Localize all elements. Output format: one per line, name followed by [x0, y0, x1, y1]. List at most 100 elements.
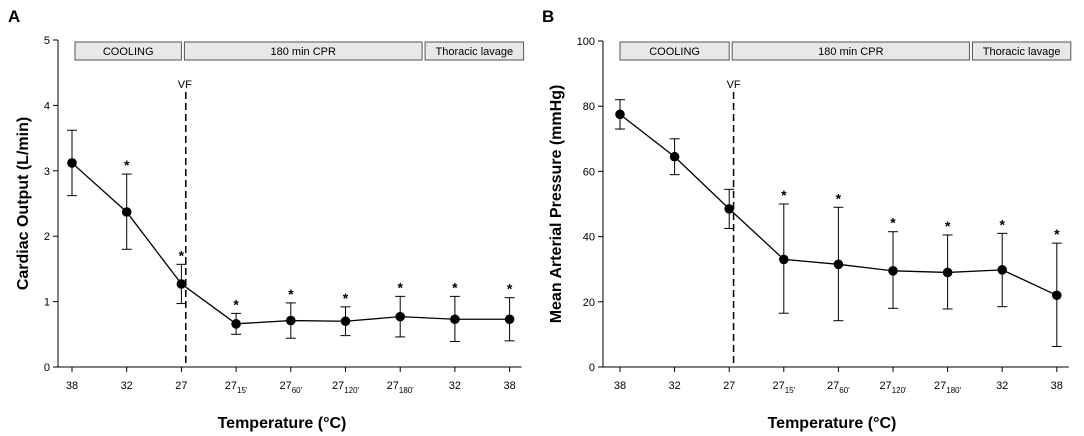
x-tick-base: 32 — [449, 380, 461, 392]
significance-star: * — [233, 296, 239, 312]
x-tick-label: 32 — [449, 380, 461, 392]
x-axis-title: Temperature (°C) — [768, 415, 897, 432]
x-tick-base: 27 — [827, 380, 839, 392]
data-point — [669, 151, 680, 162]
data-point — [67, 158, 77, 168]
x-tick-base: 27 — [279, 380, 291, 392]
y-tick-label: 20 — [583, 297, 595, 309]
x-tick-subscript: 60' — [839, 386, 850, 395]
significance-star: * — [343, 290, 349, 306]
x-tick-base: 27 — [387, 380, 399, 392]
x-tick-base: 32 — [668, 380, 680, 392]
y-tick-label: 80 — [583, 101, 595, 113]
y-tick-label: 4 — [44, 100, 50, 112]
x-tick-base: 27 — [723, 380, 735, 392]
data-point — [231, 319, 241, 329]
significance-star: * — [836, 190, 842, 206]
y-tick-label: 100 — [577, 36, 595, 48]
y-tick-label: 5 — [44, 35, 50, 47]
data-point — [340, 316, 351, 327]
significance-star: * — [890, 215, 896, 231]
data-point — [997, 265, 1007, 275]
x-tick-label: 32 — [121, 380, 133, 392]
phase-box — [74, 41, 182, 61]
data-point — [504, 314, 515, 325]
data-point — [833, 259, 844, 270]
phase-label: COOLING — [649, 46, 700, 58]
x-tick-label: 2715' — [225, 380, 248, 395]
data-point — [176, 279, 187, 289]
x-tick-label: 27 — [723, 380, 735, 392]
phase-label: 180 min CPR — [818, 46, 883, 58]
x-tick-base: 27 — [772, 380, 784, 392]
data-point — [888, 266, 898, 276]
y-tick-label: 2 — [44, 231, 50, 243]
x-tick-label: 27 — [175, 380, 187, 392]
significance-star: * — [507, 281, 513, 297]
y-tick-label: 1 — [44, 297, 50, 309]
y-tick-label: 3 — [44, 166, 50, 178]
x-tick-base: 27 — [934, 380, 946, 392]
x-tick-base: 27 — [175, 380, 187, 392]
x-tick-base: 38 — [66, 380, 78, 392]
x-tick-label: 27180' — [934, 380, 962, 395]
significance-star: * — [945, 218, 951, 234]
x-tick-subscript: 60' — [292, 386, 303, 395]
x-tick-subscript: 120' — [892, 386, 907, 395]
x-tick-label: 2760' — [279, 380, 302, 395]
panel-label: B — [542, 7, 554, 26]
x-tick-subscript: 15' — [785, 386, 796, 395]
significance-star: * — [179, 247, 185, 263]
data-point — [779, 254, 789, 265]
significance-star: * — [288, 286, 294, 302]
significance-star: * — [999, 216, 1005, 232]
x-tick-label: 27120' — [879, 380, 907, 395]
data-point — [395, 311, 406, 322]
x-tick-base: 27 — [332, 380, 344, 392]
x-tick-label: 2715' — [772, 380, 795, 395]
phase-box — [619, 41, 730, 61]
x-tick-base: 27 — [879, 380, 891, 392]
phase-label: 180 min CPR — [271, 46, 336, 58]
significance-star: * — [452, 279, 458, 295]
data-point — [450, 314, 460, 325]
x-axis-title: Temperature (°C) — [218, 415, 347, 432]
phase-box — [971, 41, 1072, 61]
phase-label: Thoracic lavage — [983, 46, 1061, 58]
data-point — [615, 109, 625, 120]
data-point — [1052, 290, 1062, 301]
panel-label: A — [8, 7, 20, 26]
y-axis-title: Mean Arterial Pressure (mmHg) — [548, 85, 565, 324]
x-tick-label: 38 — [614, 380, 626, 392]
x-tick-label: 32 — [996, 380, 1008, 392]
data-point — [121, 207, 132, 217]
significance-star: * — [397, 279, 403, 295]
data-point — [724, 204, 734, 214]
phase-box — [183, 41, 423, 61]
significance-star: * — [1054, 226, 1060, 242]
x-tick-base: 38 — [1051, 380, 1063, 392]
y-tick-label: 60 — [583, 166, 595, 178]
phase-box — [424, 41, 525, 61]
y-tick-label: 0 — [589, 362, 595, 374]
x-tick-base: 38 — [614, 380, 626, 392]
x-tick-label: 38 — [503, 380, 515, 392]
x-tick-subscript: 180' — [399, 386, 414, 395]
x-tick-subscript: 15' — [237, 386, 248, 395]
x-tick-base: 32 — [121, 380, 133, 392]
data-point — [942, 267, 953, 278]
phase-label: COOLING — [103, 46, 154, 58]
x-tick-label: 27180' — [387, 380, 415, 395]
x-tick-base: 32 — [996, 380, 1008, 392]
x-tick-subscript: 120' — [344, 386, 359, 395]
vf-label: VF — [178, 79, 192, 91]
y-tick-label: 40 — [583, 232, 595, 244]
x-tick-label: 32 — [668, 380, 680, 392]
x-tick-label: 38 — [1051, 380, 1063, 392]
x-tick-label: 38 — [66, 380, 78, 392]
x-tick-label: 27120' — [332, 380, 360, 395]
x-tick-base: 38 — [503, 380, 515, 392]
